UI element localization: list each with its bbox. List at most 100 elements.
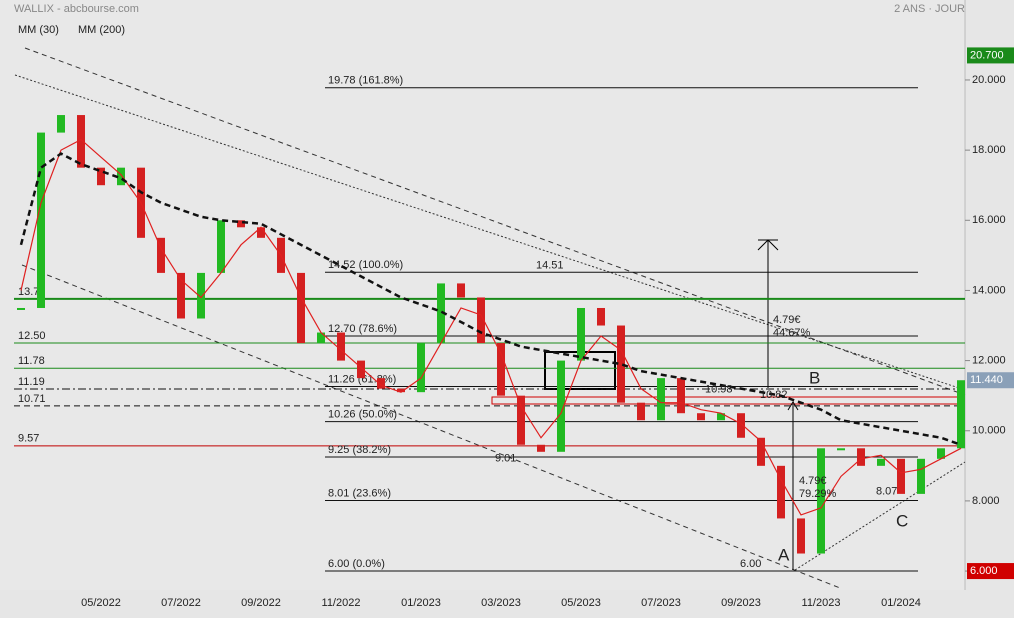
fib-label: 12.70 (78.6%) — [328, 323, 397, 335]
annotation: 9.01 — [495, 452, 516, 464]
moving-average — [20, 138, 962, 516]
candle — [77, 115, 85, 168]
candle — [837, 448, 845, 451]
fib-label: 8.01 (23.6%) — [328, 487, 391, 499]
arrow — [757, 239, 779, 251]
fib-label: 14.52 (100.0%) — [328, 259, 403, 271]
candle — [737, 413, 745, 438]
candle — [337, 332, 345, 361]
candle — [597, 307, 605, 326]
annotation: 6.00 — [740, 558, 761, 570]
chart-title: WALLIX - abcbourse.com — [14, 3, 139, 15]
arrow — [787, 401, 799, 411]
candle — [557, 360, 565, 452]
x-tick-label: 09/2022 — [241, 597, 281, 609]
x-tick-label: 11/2022 — [322, 597, 361, 609]
candle — [437, 283, 445, 344]
note: 79.29% — [799, 488, 837, 500]
candle — [537, 444, 545, 452]
candle — [217, 220, 225, 273]
y-tick-label: 8.000 — [972, 495, 1000, 507]
note: C — [896, 511, 908, 530]
x-tick-label: 01/2024 — [881, 597, 921, 609]
candle — [377, 378, 385, 389]
note: 44.67% — [773, 327, 811, 339]
candle — [577, 307, 585, 361]
y-tick-label: 12.000 — [972, 355, 1006, 367]
y-tick-label: 14.000 — [972, 284, 1006, 296]
candle — [37, 132, 45, 308]
trend-line — [21, 264, 841, 589]
candle — [797, 518, 805, 554]
note: A — [778, 545, 790, 564]
annotation: 8.07 — [876, 485, 897, 497]
candle — [417, 343, 425, 393]
trend-line — [14, 74, 966, 391]
annotation: 10.98 — [705, 383, 733, 395]
candle — [497, 343, 505, 396]
candle — [617, 325, 625, 403]
candle — [957, 380, 965, 449]
x-tick-label: 11/2023 — [802, 597, 841, 609]
candle — [397, 388, 405, 393]
candle — [817, 448, 825, 554]
candle — [257, 227, 265, 238]
candle — [717, 413, 725, 421]
price-mark-label: 11.440 — [970, 374, 1003, 386]
moving-average — [19, 152, 962, 446]
x-tick-label: 07/2022 — [161, 597, 201, 609]
x-tick-label: 03/2023 — [481, 597, 521, 609]
candle — [657, 378, 665, 421]
candle — [97, 167, 105, 186]
price-mark — [967, 563, 1014, 580]
y-tick-label: 20.000 — [972, 74, 1006, 86]
candle — [697, 413, 705, 421]
x-tick-label: 01/2023 — [401, 597, 441, 609]
candle — [17, 307, 25, 310]
x-tick-label: 07/2023 — [641, 597, 681, 609]
note: 4.79€ — [799, 475, 827, 487]
x-tick-label: 09/2023 — [721, 597, 761, 609]
candle — [317, 332, 325, 344]
candle — [677, 378, 685, 414]
candle — [457, 283, 465, 298]
level-label: 11.78 — [18, 355, 45, 367]
candle — [237, 220, 245, 228]
candle — [177, 272, 185, 319]
x-tick-label: 05/2022 — [81, 597, 121, 609]
period: 2 ANS · JOUR — [894, 3, 965, 15]
candle — [57, 115, 65, 133]
annotation: 10.82 — [760, 389, 788, 401]
candle — [117, 167, 125, 186]
candle — [877, 458, 885, 466]
legend-entry: MM (30) — [18, 24, 59, 36]
level-label: 11.19 — [18, 376, 45, 388]
candle — [517, 395, 525, 445]
level-label: 9.57 — [18, 433, 39, 445]
fib-label: 9.25 (38.2%) — [328, 444, 391, 456]
candle — [297, 272, 305, 344]
candle — [197, 272, 205, 319]
candle — [917, 458, 925, 494]
candle — [357, 360, 365, 379]
fib-label: 19.78 (161.8%) — [328, 75, 403, 87]
x-tick-label: 05/2023 — [561, 597, 601, 609]
annotation: 14.51 — [536, 259, 564, 271]
candle — [757, 437, 765, 466]
legend-entry: MM (200) — [78, 24, 125, 36]
candle — [777, 465, 785, 519]
candle — [157, 237, 165, 273]
level-label: 10.71 — [18, 393, 46, 405]
price-mark — [967, 372, 1014, 389]
candle — [897, 458, 905, 494]
price-mark-label: 6.000 — [970, 565, 998, 577]
price-mark-label: 20.700 — [970, 49, 1004, 61]
price-mark — [967, 47, 1014, 64]
level-label: 12.50 — [18, 330, 46, 342]
fib-label: 10.26 (50.0%) — [328, 409, 397, 421]
note: 4.79€ — [773, 314, 801, 326]
y-tick-label: 10.000 — [972, 425, 1006, 437]
y-tick-label: 18.000 — [972, 144, 1006, 156]
candle — [477, 297, 485, 344]
